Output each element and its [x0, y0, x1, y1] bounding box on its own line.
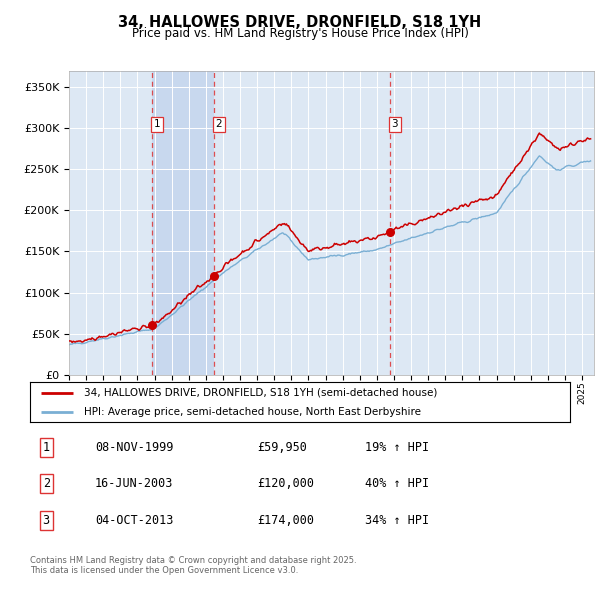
Text: 19% ↑ HPI: 19% ↑ HPI	[365, 441, 429, 454]
Text: £120,000: £120,000	[257, 477, 314, 490]
Text: 1: 1	[43, 441, 50, 454]
Text: Contains HM Land Registry data © Crown copyright and database right 2025.
This d: Contains HM Land Registry data © Crown c…	[30, 556, 356, 575]
Text: 34, HALLOWES DRIVE, DRONFIELD, S18 1YH (semi-detached house): 34, HALLOWES DRIVE, DRONFIELD, S18 1YH (…	[84, 388, 437, 398]
Text: 3: 3	[391, 119, 398, 129]
Text: 16-JUN-2003: 16-JUN-2003	[95, 477, 173, 490]
Text: 40% ↑ HPI: 40% ↑ HPI	[365, 477, 429, 490]
Text: 34, HALLOWES DRIVE, DRONFIELD, S18 1YH: 34, HALLOWES DRIVE, DRONFIELD, S18 1YH	[118, 15, 482, 30]
Text: £174,000: £174,000	[257, 514, 314, 527]
Text: 3: 3	[43, 514, 50, 527]
Text: 1: 1	[154, 119, 160, 129]
Text: 2: 2	[215, 119, 222, 129]
Bar	[152, 71, 214, 375]
Text: 34% ↑ HPI: 34% ↑ HPI	[365, 514, 429, 527]
Text: Price paid vs. HM Land Registry's House Price Index (HPI): Price paid vs. HM Land Registry's House …	[131, 27, 469, 40]
Text: £59,950: £59,950	[257, 441, 307, 454]
Text: 08-NOV-1999: 08-NOV-1999	[95, 441, 173, 454]
Text: HPI: Average price, semi-detached house, North East Derbyshire: HPI: Average price, semi-detached house,…	[84, 407, 421, 417]
Text: 04-OCT-2013: 04-OCT-2013	[95, 514, 173, 527]
Text: 2: 2	[43, 477, 50, 490]
